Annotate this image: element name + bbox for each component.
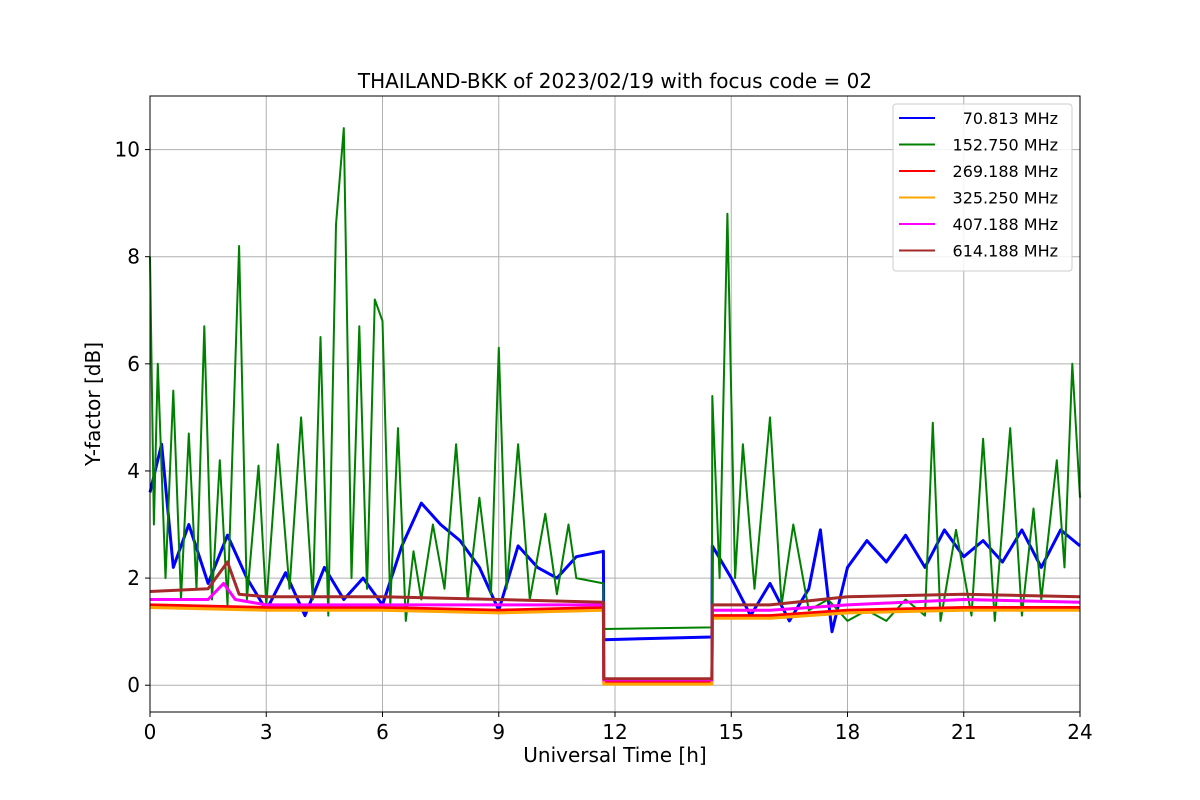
legend-label: 407.188 MHz — [953, 215, 1058, 234]
y-tick-label: 6 — [127, 352, 140, 376]
x-axis: 0 3 6 9 12 15 18 21 24 — [144, 712, 1093, 744]
x-tick-label: 24 — [1067, 720, 1092, 744]
legend-label: 70.813 MHz — [963, 109, 1058, 128]
series-line-1 — [149, 127, 1081, 630]
legend-label: 614.188 MHz — [953, 242, 1058, 261]
legend-label: 325.250 MHz — [953, 189, 1058, 208]
chart-title: THAILAND-BKK of 2023/02/19 with focus co… — [357, 69, 872, 93]
x-tick-label: 21 — [951, 720, 976, 744]
y-tick-label: 4 — [127, 459, 140, 483]
series-line-3 — [149, 606, 1080, 686]
y-axis: 0 2 4 6 8 10 — [115, 138, 150, 697]
x-tick-label: 6 — [376, 720, 389, 744]
x-tick-label: 15 — [719, 720, 744, 744]
legend-label: 152.750 MHz — [953, 136, 1058, 155]
x-tick-label: 0 — [144, 720, 157, 744]
x-tick-label: 18 — [835, 720, 860, 744]
y-axis-label: Y-factor [dB] — [81, 342, 105, 467]
y-tick-label: 0 — [127, 673, 140, 697]
x-tick-label: 3 — [260, 720, 273, 744]
x-tick-label: 9 — [492, 720, 505, 744]
plot-lines — [148, 127, 1081, 686]
legend-label: 269.188 MHz — [953, 162, 1058, 181]
series-line-2 — [149, 603, 1080, 684]
x-axis-label: Universal Time [h] — [523, 743, 706, 767]
series-line-0 — [148, 442, 1081, 642]
series-line-5 — [149, 560, 1081, 681]
legend-box — [892, 103, 1073, 272]
y-tick-label: 8 — [127, 245, 140, 269]
y-tick-label: 10 — [115, 138, 140, 162]
x-tick-label: 12 — [602, 720, 627, 744]
legend: 70.813 MHz 152.750 MHz 269.188 MHz 325.250 … — [892, 103, 1073, 272]
y-tick-label: 2 — [127, 566, 140, 590]
